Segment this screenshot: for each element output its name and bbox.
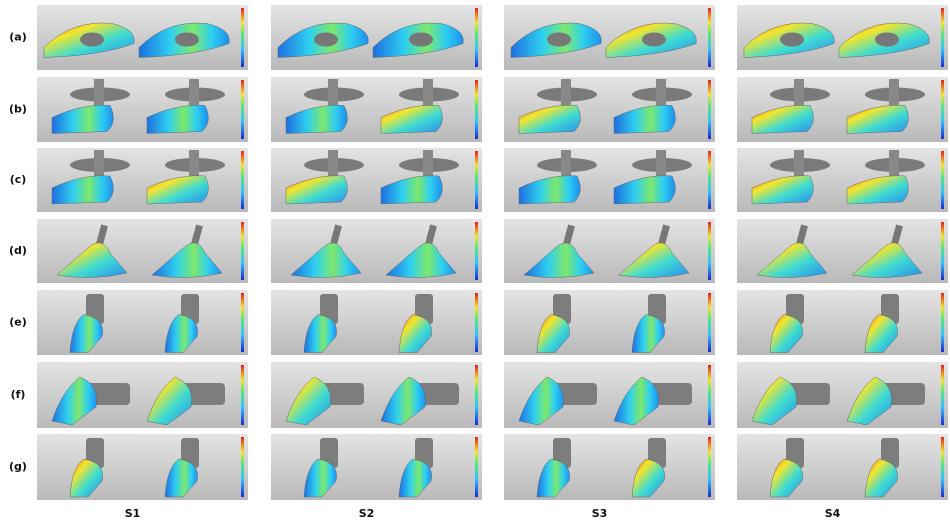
object — [642, 33, 666, 47]
panel — [737, 148, 948, 212]
colorbar — [241, 293, 244, 352]
colorbar — [941, 222, 944, 280]
colorbar — [241, 151, 244, 209]
colorbar — [941, 293, 944, 352]
panel — [504, 5, 715, 70]
panel — [737, 5, 948, 70]
colorbar — [708, 437, 711, 497]
object — [314, 33, 338, 47]
colorbar — [708, 80, 711, 139]
colorbar — [708, 151, 711, 209]
panel — [504, 219, 715, 283]
colorbar — [475, 80, 478, 139]
column-label: S4 — [825, 507, 841, 520]
panel — [37, 362, 248, 428]
panel-background — [37, 290, 248, 355]
panel — [737, 77, 948, 142]
object — [175, 33, 199, 47]
colorbar — [941, 8, 944, 67]
row-label: (g) — [9, 460, 27, 473]
column-label: S1 — [125, 507, 141, 520]
column-label: S3 — [592, 507, 608, 520]
row-label: (b) — [9, 103, 27, 116]
panel-background — [737, 290, 948, 355]
row-label: (a) — [9, 31, 26, 44]
panel — [737, 290, 948, 355]
colorbar — [475, 151, 478, 209]
colorbar — [941, 80, 944, 139]
object — [875, 33, 899, 47]
panel — [271, 290, 482, 355]
colorbar — [941, 365, 944, 425]
panel — [737, 434, 948, 500]
panel — [37, 77, 248, 142]
panel-background — [504, 290, 715, 355]
panel-background — [737, 434, 948, 500]
colorbar — [241, 80, 244, 139]
row-label: (d) — [9, 244, 27, 257]
panel — [37, 290, 248, 355]
column-label: S2 — [359, 507, 375, 520]
colorbar — [475, 222, 478, 280]
panel-background — [271, 290, 482, 355]
row-label: (e) — [9, 316, 27, 329]
row-label: (f) — [11, 388, 26, 401]
colorbar — [475, 293, 478, 352]
panel — [37, 148, 248, 212]
panel — [504, 362, 715, 428]
colorbar — [941, 437, 944, 497]
panel — [737, 362, 948, 428]
object — [547, 33, 571, 47]
panel — [504, 290, 715, 355]
object — [409, 33, 433, 47]
panel — [271, 362, 482, 428]
figure: (a) (b) (c) (d) (e) (f) (g) S1 S2 S3 S4 — [0, 0, 950, 523]
object — [80, 33, 104, 47]
row-label: (c) — [10, 173, 27, 186]
panel — [271, 5, 482, 70]
panel — [37, 219, 248, 283]
colorbar — [241, 437, 244, 497]
panel — [271, 219, 482, 283]
panel-background — [37, 434, 248, 500]
panel — [737, 219, 948, 283]
colorbar — [241, 8, 244, 67]
panel — [271, 77, 482, 142]
colorbar — [475, 8, 478, 67]
panel — [37, 5, 248, 70]
colorbar — [941, 151, 944, 209]
colorbar — [241, 222, 244, 280]
panel — [37, 434, 248, 500]
panel-background — [271, 434, 482, 500]
panel — [504, 148, 715, 212]
panel — [271, 148, 482, 212]
panel — [504, 77, 715, 142]
colorbar — [708, 293, 711, 352]
panel — [504, 434, 715, 500]
colorbar — [475, 437, 478, 497]
object — [780, 33, 804, 47]
colorbar — [475, 365, 478, 425]
colorbar — [241, 365, 244, 425]
colorbar — [708, 365, 711, 425]
panel-background — [504, 434, 715, 500]
colorbar — [708, 222, 711, 280]
panel — [271, 434, 482, 500]
colorbar — [708, 8, 711, 67]
